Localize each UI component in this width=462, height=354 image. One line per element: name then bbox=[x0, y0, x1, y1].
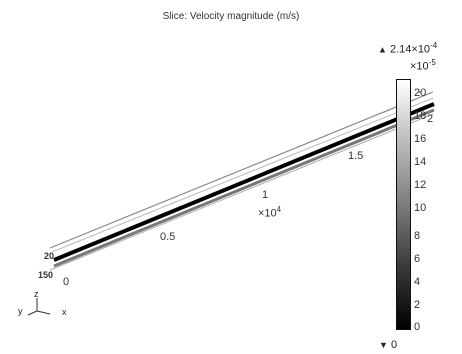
axis-multiplier: ×104 bbox=[258, 205, 282, 220]
colorbar-tick: 6 bbox=[414, 253, 421, 265]
axis-tick-0-5: 0.5 bbox=[160, 231, 176, 243]
colorbar-scale-label: ×10-5 bbox=[410, 58, 436, 73]
triad-y-label: y bbox=[18, 306, 23, 316]
colorbar-tick: 2 bbox=[414, 299, 421, 311]
plot-title: Slice: Velocity magnitude (m/s) bbox=[162, 11, 300, 22]
channel-geometry bbox=[49, 91, 435, 271]
min-triangle-icon: ▼ bbox=[379, 340, 388, 350]
colorbar-tick: 0 bbox=[414, 321, 421, 333]
triad-x-label: x bbox=[62, 307, 67, 317]
max-triangle-icon: ▲ bbox=[378, 44, 387, 55]
axis-triad-icon bbox=[27, 298, 51, 316]
channel-velocity-core bbox=[53, 102, 435, 262]
colorbar-max-label: ▲ 2.14×10-4 bbox=[378, 41, 438, 56]
left-tick-top: 20 bbox=[44, 251, 55, 261]
axis-tick-0: 0 bbox=[63, 276, 70, 288]
colorbar-tick: 10 bbox=[414, 202, 427, 214]
colorbar bbox=[396, 79, 411, 330]
colorbar-tick: 14 bbox=[414, 156, 427, 168]
axis-tick-1-5: 1.5 bbox=[348, 150, 364, 162]
axis-tick-right-dash: - bbox=[418, 86, 422, 98]
colorbar-tick: 20 bbox=[414, 87, 427, 99]
colorbar-tick: 18 bbox=[414, 110, 427, 122]
channel-outer-top bbox=[49, 91, 434, 249]
colorbar-tick: 12 bbox=[414, 179, 427, 191]
colorbar-tick: 8 bbox=[414, 230, 421, 242]
axis-tick-right-2: 2 bbox=[427, 113, 434, 125]
colorbar-tick: 4 bbox=[414, 276, 421, 288]
colorbar-min-label: ▼ 0 bbox=[379, 339, 398, 351]
channel-inner-top bbox=[51, 97, 434, 253]
triad-z-label: z bbox=[34, 289, 39, 299]
channel-outer-bottom bbox=[49, 113, 434, 271]
axis-tick-1: 1 bbox=[262, 189, 269, 201]
left-tick-bottom: 150 bbox=[38, 270, 54, 280]
colorbar-tick: 16 bbox=[414, 133, 427, 145]
channel-lower-wall bbox=[53, 108, 435, 268]
